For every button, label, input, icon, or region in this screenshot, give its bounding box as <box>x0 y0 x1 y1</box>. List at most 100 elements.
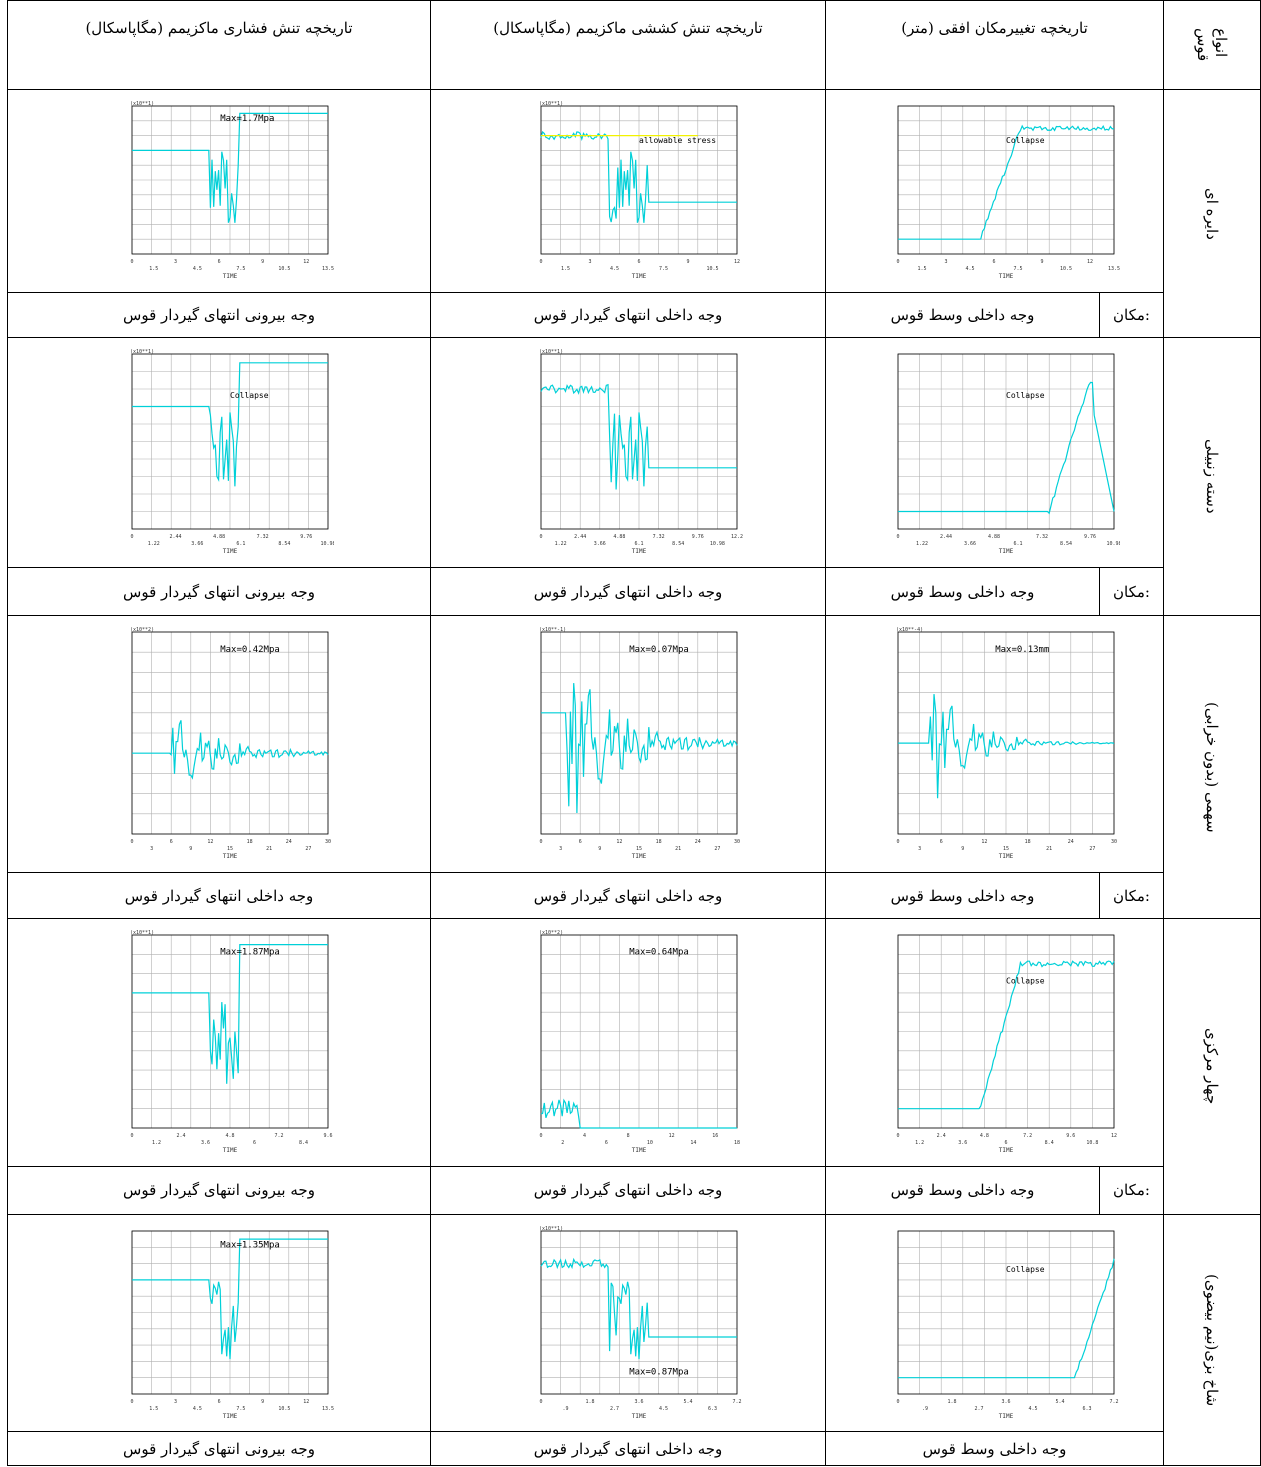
x-tick-label: 6 <box>605 1140 608 1146</box>
tens-series-line <box>540 384 737 490</box>
x-tick-label: 0 <box>896 1399 899 1405</box>
disp-series-line <box>897 1258 1115 1378</box>
comp-location-row2: وجه بیرونی انتهای گیردار قوس <box>7 567 431 616</box>
max-value-label: Max=0.07Mpa <box>629 645 689 655</box>
x-axis-label: TIME <box>223 273 238 280</box>
tens-chart-row5: 0 .9 1.8 2.7 3.6 4.5 5.4 6.3 7.2 TIME (x10**1) Max=… <box>539 1226 742 1420</box>
tens-series-line <box>540 1098 737 1129</box>
plot-frame <box>131 934 329 1129</box>
x-tick-label: 30 <box>325 839 331 845</box>
disp-location-row5: وجه داخلی وسط قوس <box>825 1431 1164 1466</box>
header-arch-type-line2: قوس <box>1194 28 1212 62</box>
x-tick-label: 4.5 <box>965 266 974 272</box>
x-axis-label: TIME <box>998 853 1013 860</box>
x-axis-label: TIME <box>223 548 238 555</box>
arch-type-row1: دایره ای <box>1163 89 1261 339</box>
x-tick-label: 7.32 <box>257 534 269 540</box>
x-tick-label: 21 <box>266 846 272 852</box>
x-tick-label: 6 <box>218 259 221 265</box>
x-tick-label: 6 <box>637 259 640 265</box>
x-tick-label: 9.6 <box>1066 1133 1075 1139</box>
x-tick-label: 7.32 <box>1035 534 1047 540</box>
y-axis-exponent: (x10**-4) <box>896 627 923 633</box>
plot-frame <box>131 105 329 255</box>
x-tick-label: 1.5 <box>917 266 926 272</box>
x-tick-label: 3.66 <box>963 541 975 547</box>
x-tick-label: 12 <box>616 839 622 845</box>
comp-chart-row5: 0 1.5 3 4.5 6 7.5 9 10.5 12 13.5 TIME Max=1.35Mpa <box>130 1230 334 1420</box>
x-tick-label: 3.6 <box>201 1140 210 1146</box>
x-tick-label: 5.4 <box>683 1399 692 1405</box>
x-tick-label: 7.2 <box>732 1399 741 1405</box>
location-label-row3: مکان: <box>1099 872 1164 919</box>
comp-location-row1: وجه بیرونی انتهای گیردار قوس <box>7 291 431 339</box>
disp-series-line <box>897 960 1115 1110</box>
x-tick-label: 4 <box>583 1133 586 1139</box>
x-tick-label: 4.5 <box>610 266 619 272</box>
x-tick-label: 2.44 <box>170 534 182 540</box>
x-axis-label: TIME <box>632 548 647 555</box>
arch-type-label: شاخ بزی(نیم بیضوی) <box>1203 1273 1221 1406</box>
x-tick-label: 18 <box>734 1140 740 1146</box>
x-tick-label: 4.5 <box>193 266 202 272</box>
header-displacement: تاریخچه تغییرمکان افقی (متر) <box>825 0 1164 91</box>
x-tick-label: 6 <box>579 839 582 845</box>
x-tick-label: 6 <box>218 1399 221 1405</box>
tens-series-line <box>541 683 738 814</box>
x-tick-label: 8.54 <box>672 541 684 547</box>
x-tick-label: 9 <box>261 1399 264 1405</box>
x-tick-label: 3 <box>918 846 921 852</box>
x-tick-label: 3 <box>588 259 591 265</box>
x-tick-label: 14 <box>690 1140 696 1146</box>
x-tick-label: 15 <box>1002 846 1008 852</box>
x-tick-label: 4.8 <box>225 1133 234 1139</box>
plot-frame <box>540 105 738 255</box>
x-tick-label: 6.3 <box>1082 1406 1091 1412</box>
x-axis-label: TIME <box>223 1147 238 1154</box>
x-tick-label: .9 <box>562 1406 568 1412</box>
comp-series-line <box>132 112 328 223</box>
x-tick-label: 6.1 <box>1013 541 1022 547</box>
disp-series-line <box>897 694 1114 799</box>
max-value-label: Max=0.64Mpa <box>629 947 689 957</box>
tens-location-row1: وجه داخلی انتهای گیردار قوس <box>430 291 826 339</box>
x-tick-label: 7.2 <box>1023 1133 1032 1139</box>
annotation-label: Collapse <box>230 391 269 400</box>
plot-frame <box>540 631 738 835</box>
x-tick-label: 10.8 <box>1086 1140 1098 1146</box>
comp-series-line <box>132 720 329 780</box>
comp-series-line <box>132 362 328 487</box>
x-tick-label: 0 <box>130 1399 133 1405</box>
x-tick-label: 0 <box>896 534 899 540</box>
x-tick-label: 6.1 <box>634 541 643 547</box>
x-tick-label: 10.5 <box>706 266 718 272</box>
plot-frame <box>897 631 1114 835</box>
tens-chart-cell-row1: 0 1.5 3 4.5 6 7.5 9 10.5 12 TIME (x10**1) allowable… <box>430 89 826 293</box>
disp-location-row4: وجه داخلی وسط قوس <box>825 1166 1100 1215</box>
header-arch-type-line1: انواع <box>1212 28 1230 58</box>
x-tick-label: 0 <box>130 259 133 265</box>
x-tick-label: 3.6 <box>958 1140 967 1146</box>
x-tick-label: 3 <box>150 846 153 852</box>
tens-location-row2: وجه داخلی انتهای گیردار قوس <box>430 567 826 616</box>
x-tick-label: 0 <box>539 534 542 540</box>
x-tick-label: 10.5 <box>278 266 290 272</box>
arch-type-label: دسته زنبیلی <box>1203 439 1221 514</box>
annotation-label: Collapse <box>1006 1264 1045 1273</box>
annotation-label: Collapse <box>1006 976 1045 985</box>
plot-frame <box>131 353 329 530</box>
x-tick-label: 27 <box>714 846 720 852</box>
x-tick-label: 2.44 <box>939 534 951 540</box>
x-tick-label: 3 <box>944 259 947 265</box>
x-tick-label: 7.2 <box>274 1133 283 1139</box>
x-tick-label: 21 <box>1046 846 1052 852</box>
x-tick-label: 9.6 <box>323 1133 332 1139</box>
header-arch-type: انواع قوس <box>1163 0 1261 91</box>
annotation-label: allowable stress <box>639 136 716 145</box>
x-tick-label: 10.98 <box>710 541 725 547</box>
arch-type-label: چهار مرکزی <box>1203 1028 1221 1105</box>
x-tick-label: 0 <box>896 259 899 265</box>
x-tick-label: 1.22 <box>148 541 160 547</box>
disp-chart-cell-row2: 0 1.22 2.44 3.66 4.88 6.1 7.32 8.54 9.76 10.98 TIM… <box>825 337 1164 569</box>
x-tick-label: 2.7 <box>610 1406 619 1412</box>
